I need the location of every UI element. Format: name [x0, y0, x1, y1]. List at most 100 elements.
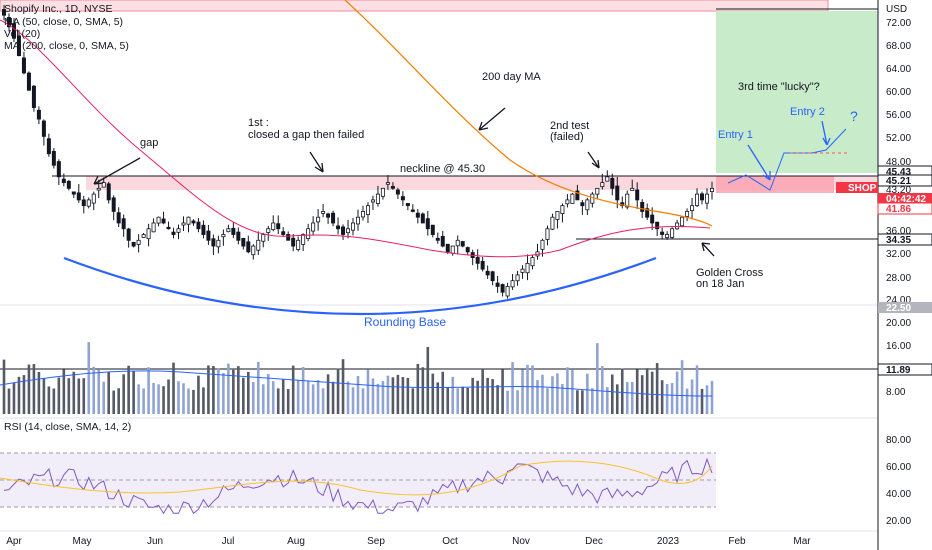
volume-bar — [137, 384, 140, 414]
ma200-label: 200 day MA — [482, 71, 541, 83]
volume-bar — [451, 376, 455, 414]
candle-body — [500, 284, 505, 293]
volume-bar — [481, 368, 484, 414]
candle-body — [6, 17, 11, 28]
candle-body — [146, 228, 151, 240]
volume-bar — [77, 378, 81, 414]
volume-bar — [341, 359, 345, 414]
volume-bar — [675, 371, 679, 414]
candle-body — [640, 202, 645, 212]
volume-bar — [670, 383, 674, 414]
rsi-tick-label: 40.00 — [886, 489, 911, 500]
candle-body — [635, 189, 640, 201]
candle-body — [380, 187, 385, 197]
volume-bar — [366, 369, 370, 414]
volume-bar — [351, 387, 355, 414]
candle-body — [81, 199, 86, 207]
volume-bar — [615, 384, 619, 414]
candle-body — [351, 222, 356, 231]
candle-body — [21, 57, 26, 74]
volume-bar — [556, 373, 559, 414]
volume-bar — [87, 342, 91, 414]
volume-bar — [561, 384, 564, 414]
x-tick-label: Jul — [222, 536, 235, 547]
volume-bar — [620, 368, 624, 414]
price-tick-label: 48.00 — [886, 157, 911, 168]
volume-bar — [271, 381, 275, 414]
candle-body — [301, 234, 306, 245]
volume-bar — [192, 389, 195, 414]
candle-body — [555, 211, 560, 220]
candle-body — [615, 185, 620, 201]
volume-bar — [571, 369, 574, 414]
candle-body — [151, 222, 156, 233]
price-label: 41.86 — [886, 204, 911, 215]
candle-body — [211, 238, 216, 247]
volume-bar — [127, 365, 130, 414]
volume-bar — [336, 368, 340, 414]
x-axis: Apr May Jun Jul Aug Sep Oct Nov Dec 2023 Feb Mar — [6, 536, 811, 547]
volume-bar — [281, 379, 285, 414]
volume-bar — [605, 387, 609, 414]
candle-body — [161, 218, 166, 224]
volume-bar — [416, 363, 420, 414]
candle-body — [46, 138, 51, 155]
volume-bar — [37, 372, 41, 414]
volume-bar — [710, 380, 714, 414]
volume-bar — [601, 366, 604, 414]
volume-bar — [466, 387, 469, 414]
price-label: 22.50 — [886, 303, 911, 314]
candle-body — [450, 245, 455, 254]
candle-body — [705, 193, 710, 204]
candle-body — [490, 271, 495, 282]
candle-body — [570, 193, 575, 204]
candle-body — [375, 193, 380, 204]
volume-bar — [202, 387, 205, 414]
volume-bar — [321, 388, 325, 414]
volume-bar — [152, 382, 155, 414]
ma50-line — [0, 19, 711, 258]
rsi-ma-line — [0, 460, 713, 496]
volume-bar — [511, 362, 514, 414]
volume-bar — [107, 371, 111, 414]
volume-bar — [386, 375, 390, 414]
price-tick-label: 43.20 — [886, 185, 911, 196]
entry1-label: Entry 1 — [718, 129, 753, 141]
candle-body — [355, 216, 360, 225]
candle-body — [241, 237, 246, 247]
price-label-box — [877, 233, 932, 246]
rsi-tick-label: 20.00 — [886, 516, 911, 527]
candle-body — [575, 190, 580, 201]
candle-body — [370, 199, 375, 203]
volume-bar — [62, 369, 66, 414]
volume-bar — [157, 384, 160, 414]
candle-body — [331, 212, 336, 224]
volume-bar — [655, 363, 659, 414]
volume-bar — [396, 374, 400, 414]
volume-bar — [112, 390, 115, 414]
candle-body — [560, 205, 565, 215]
x-tick-label: May — [73, 536, 92, 547]
x-tick-label: Feb — [728, 536, 746, 547]
price-label: SHOP — [848, 183, 877, 194]
volume-bar — [526, 364, 529, 414]
volume-bar — [491, 379, 494, 414]
candle-body — [360, 211, 365, 218]
projection-path — [727, 128, 847, 191]
price-tick-label: 56.00 — [886, 110, 911, 121]
price-label-box — [878, 193, 932, 204]
volume-bar — [296, 379, 300, 414]
candle-body — [171, 231, 176, 235]
volume-bar — [32, 364, 36, 414]
candle-body — [31, 85, 36, 108]
volume-bar — [446, 387, 450, 414]
volume-bar — [142, 388, 145, 414]
x-tick-label: Apr — [6, 536, 22, 547]
volume-bar — [536, 380, 539, 414]
volume-bar — [47, 386, 51, 414]
first-test-arrow — [309, 151, 324, 173]
volume-bar — [566, 367, 569, 414]
candle-body — [106, 183, 111, 201]
candle-body — [610, 177, 615, 189]
candle-body — [680, 216, 685, 227]
